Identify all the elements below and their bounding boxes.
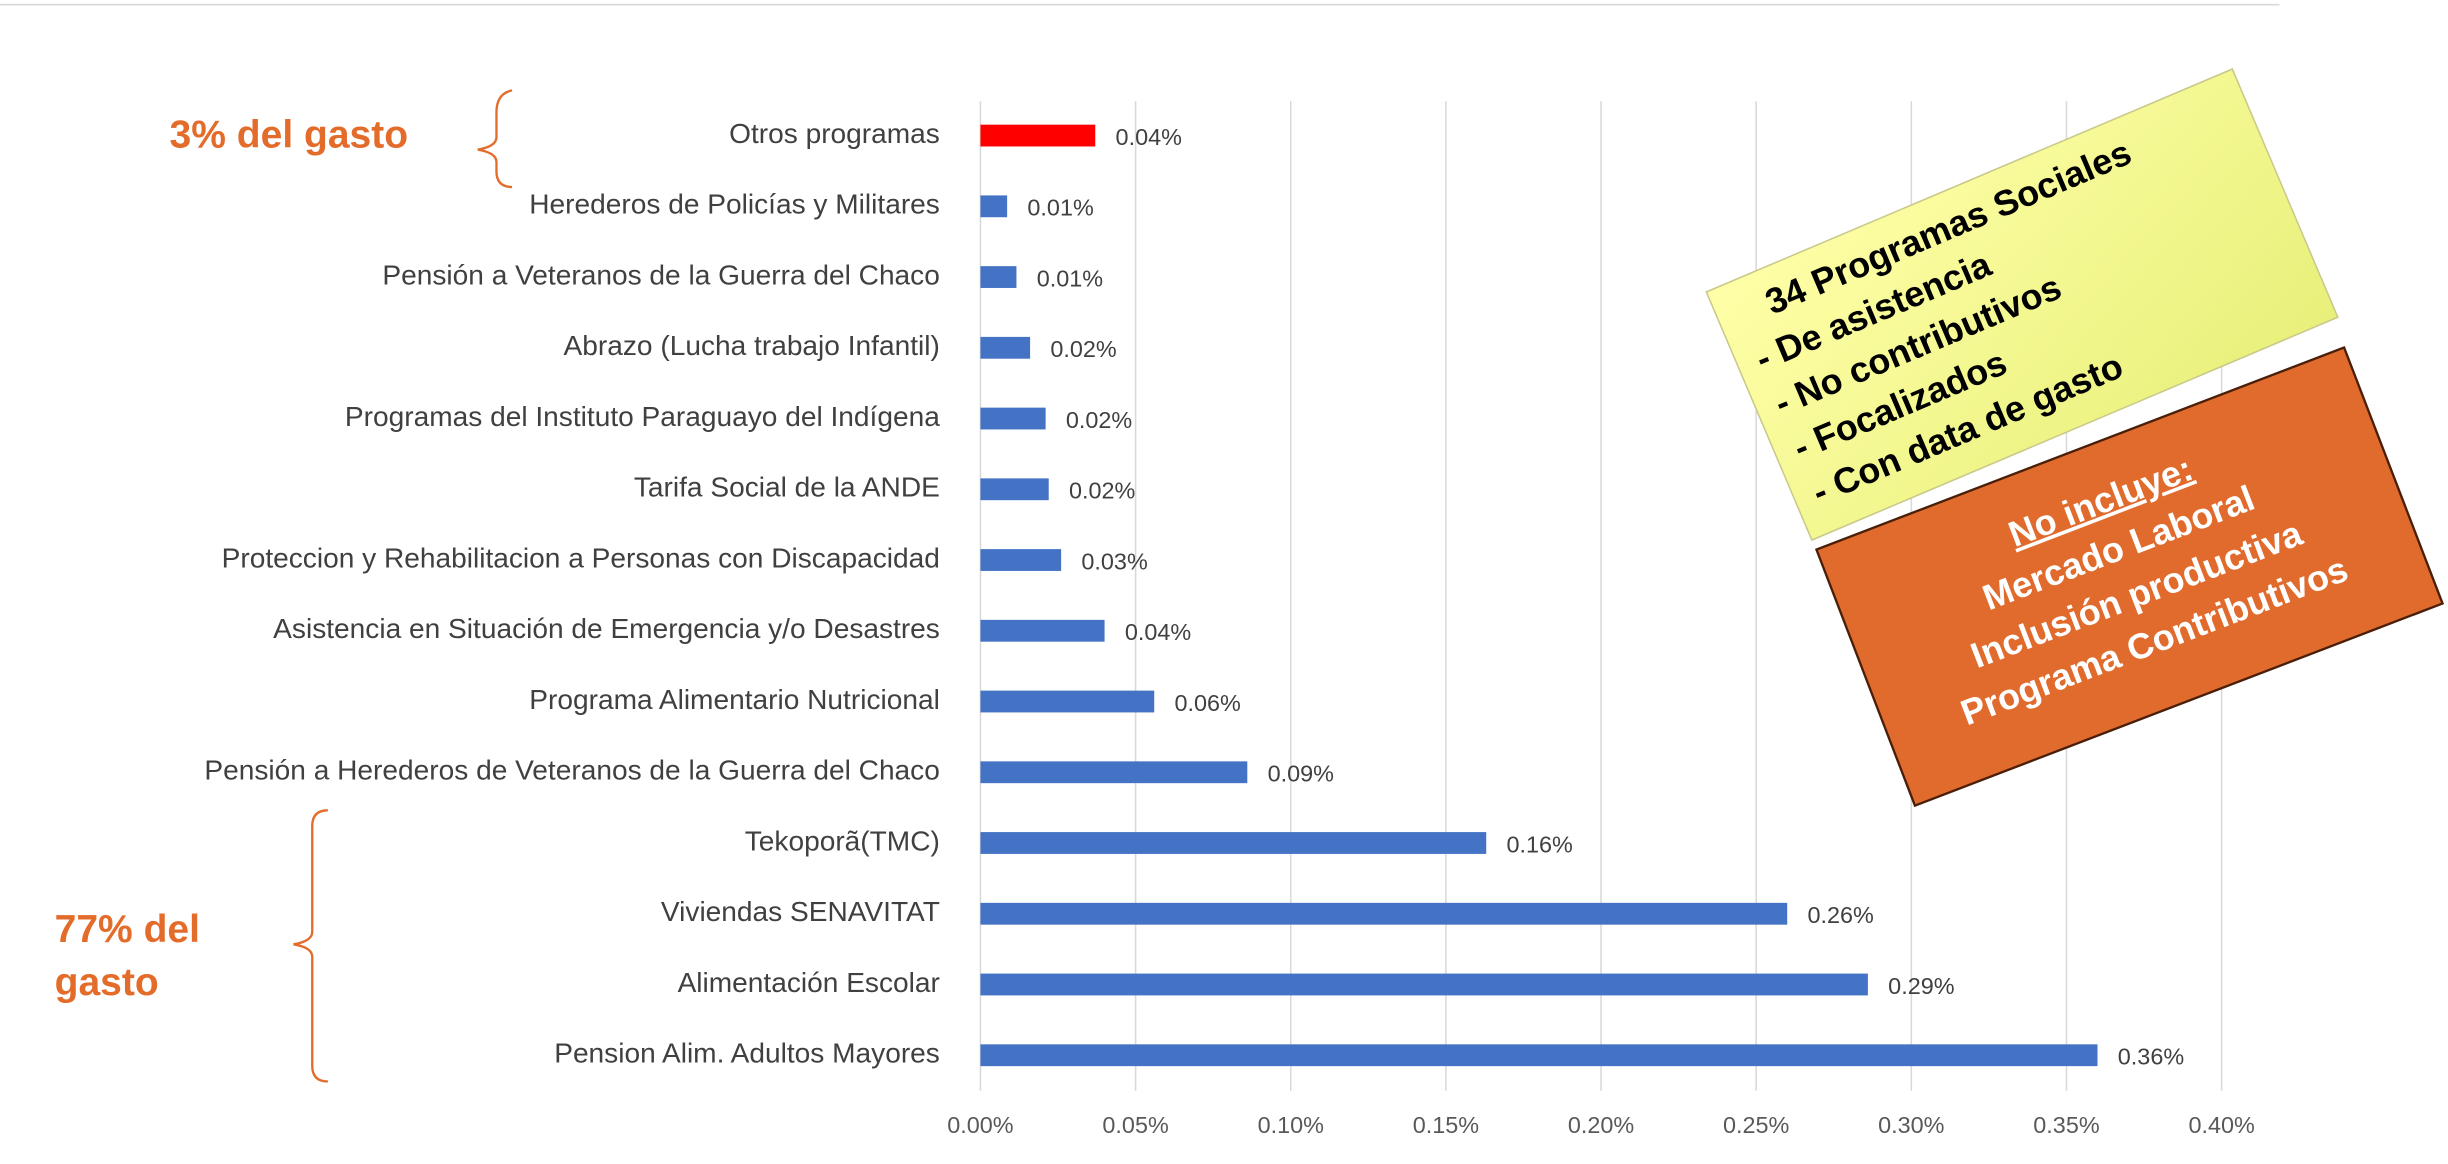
bar xyxy=(980,761,1248,784)
value-label: 0.03% xyxy=(1081,548,1147,574)
bracket xyxy=(293,809,328,1083)
box xyxy=(1705,68,2339,542)
box xyxy=(1814,345,2445,808)
y-tick-label: Programas del Instituto Paraguayo del In… xyxy=(345,401,940,432)
y-tick-label: Pension Alim. Adultos Mayores xyxy=(554,1038,940,1069)
y-tick-label: Pensión a Veteranos de la Guerra del Cha… xyxy=(382,259,939,290)
y-tick-label: Pensión a Herederos de Veteranos de la G… xyxy=(204,755,939,786)
annotation: 77% del xyxy=(55,908,200,951)
x-tick-label: 0.05% xyxy=(1102,1112,1168,1138)
x-tick-label: 0.30% xyxy=(1878,1112,1944,1138)
bar xyxy=(980,619,1105,642)
y-tick-label: Programa Alimentario Nutricional xyxy=(529,684,940,715)
value-label: 0.09% xyxy=(1268,761,1334,787)
y-tick-label: Viviendas SENAVITAT xyxy=(661,896,940,927)
bar xyxy=(980,195,1008,218)
bar xyxy=(980,549,1062,571)
value-label: 0.01% xyxy=(1037,265,1103,291)
bar xyxy=(980,902,1788,925)
value-label: 0.26% xyxy=(1808,902,1874,928)
bar xyxy=(980,266,1017,288)
bracket xyxy=(477,89,513,189)
x-tick-label: 0.35% xyxy=(2033,1112,2099,1138)
value-label: 0.02% xyxy=(1050,336,1116,362)
x-tick-label: 0.15% xyxy=(1413,1112,1479,1138)
value-label: 0.04% xyxy=(1125,619,1191,645)
y-tick-label: Herederos de Policías y Militares xyxy=(529,189,940,220)
bar xyxy=(980,973,1868,996)
y-tick-label: Otros programas xyxy=(729,118,940,149)
x-tick-label: 0.25% xyxy=(1723,1112,1789,1138)
x-tick-label: 0.10% xyxy=(1258,1112,1324,1138)
x-tick-label: 0.20% xyxy=(1568,1112,1634,1138)
bar xyxy=(980,832,1487,854)
bar xyxy=(980,124,1096,147)
bar xyxy=(980,478,1049,501)
value-label: 0.29% xyxy=(1888,973,1954,999)
value-label: 0.06% xyxy=(1175,690,1241,716)
value-label: 0.36% xyxy=(2118,1044,2184,1070)
value-label: 0.02% xyxy=(1066,407,1132,433)
bar xyxy=(980,336,1031,359)
y-tick-label: Tarifa Social de la ANDE xyxy=(634,472,940,503)
y-tick-label: Abrazo (Lucha trabajo Infantil) xyxy=(564,330,940,361)
value-label: 0.02% xyxy=(1069,478,1135,504)
value-label: 0.01% xyxy=(1027,195,1093,221)
x-tick-label: 0.00% xyxy=(947,1112,1013,1138)
value-label: 0.04% xyxy=(1116,124,1182,150)
annotation: gasto xyxy=(55,961,159,1004)
y-tick-label: Alimentación Escolar xyxy=(678,967,940,998)
bars xyxy=(980,124,2098,1067)
bar xyxy=(980,1044,2098,1067)
y-tick-label: Asistencia en Situación de Emergencia y/… xyxy=(273,613,940,644)
y-tick-label: Proteccion y Rehabilitacion a Personas c… xyxy=(222,542,940,573)
x-tick-label: 0.40% xyxy=(2188,1112,2254,1138)
bar xyxy=(980,407,1046,430)
value-label: 0.16% xyxy=(1507,831,1573,857)
bar xyxy=(980,690,1155,713)
annotation: 3% del gasto xyxy=(170,113,409,156)
y-tick-label: Tekoporã(TMC) xyxy=(745,825,940,856)
